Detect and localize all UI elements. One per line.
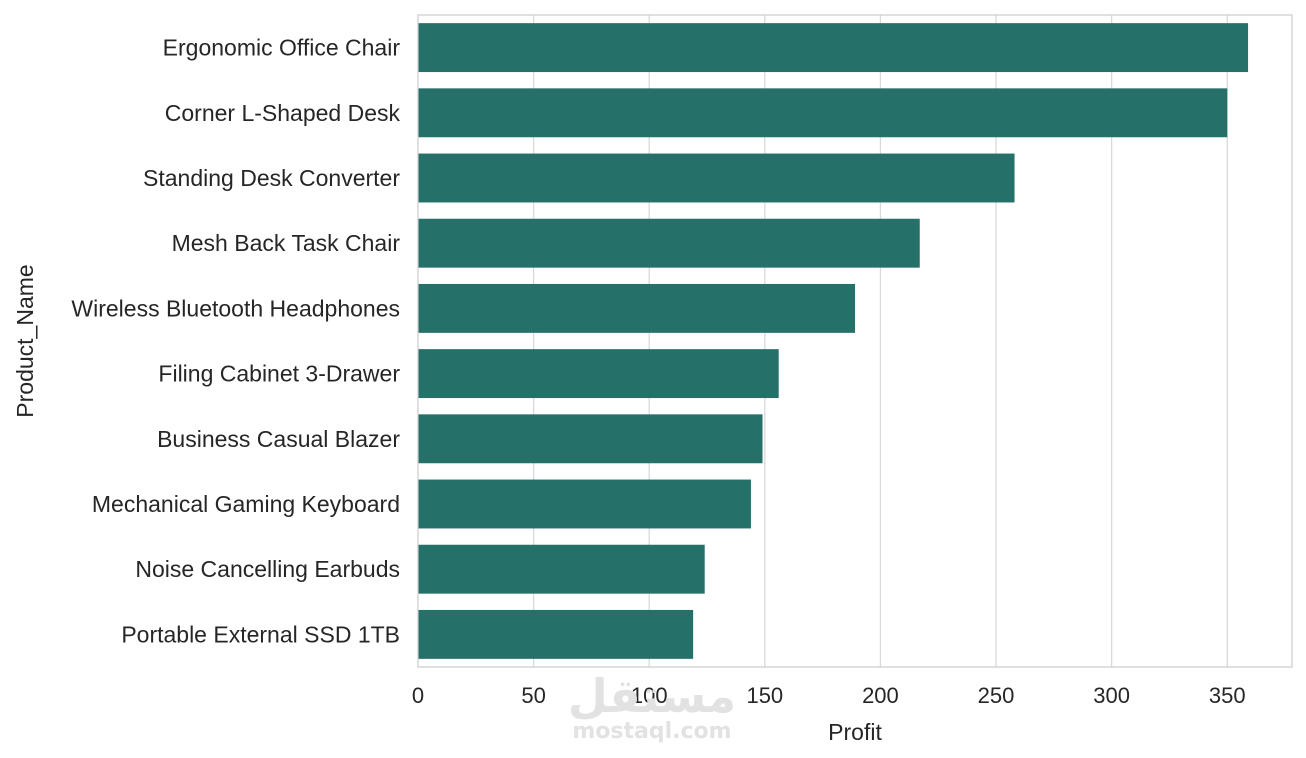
x-axis-label: Profit [828,719,882,745]
category-labels: Ergonomic Office Chair Corner L-Shaped De… [71,35,400,648]
y-axis-label: Product_Name [12,264,38,417]
category-label: Mechanical Gaming Keyboard [92,491,400,517]
category-label: Noise Cancelling Earbuds [135,556,400,582]
x-tick-label: 350 [1209,683,1246,708]
bar [418,609,694,659]
x-tick-label: 0 [412,683,424,708]
category-label: Corner L-Shaped Desk [165,100,401,126]
x-tick-label: 250 [978,683,1015,708]
bar [418,414,763,464]
bar [418,23,1249,73]
bar [418,218,920,268]
x-tick-label: 100 [631,683,668,708]
category-label: Standing Desk Converter [143,165,400,191]
bar [418,544,705,594]
watermark-latin: mostaql.com [572,719,731,744]
plot-frame [417,14,1293,668]
bar [418,349,779,399]
bar [418,88,1228,138]
category-label: Portable External SSD 1TB [121,621,400,647]
x-tick-label: 300 [1093,683,1130,708]
bar [418,479,751,529]
x-tick-labels: 0 50 100 150 200 250 300 350 [412,683,1246,708]
category-label: Ergonomic Office Chair [163,35,401,61]
category-label: Wireless Bluetooth Headphones [71,295,400,321]
category-label: Business Casual Blazer [157,426,400,452]
watermark-arabic: مستقل [568,669,736,723]
x-tick-label: 200 [862,683,899,708]
bars [418,23,1249,659]
bar [418,283,855,333]
x-tick-label: 150 [746,683,783,708]
watermark-logo: مستقل mostaql.com [568,669,736,744]
bar [418,153,1015,203]
x-tick-label: 50 [521,683,545,708]
category-label: Mesh Back Task Chair [172,230,401,256]
category-label: Filing Cabinet 3-Drawer [158,361,400,387]
